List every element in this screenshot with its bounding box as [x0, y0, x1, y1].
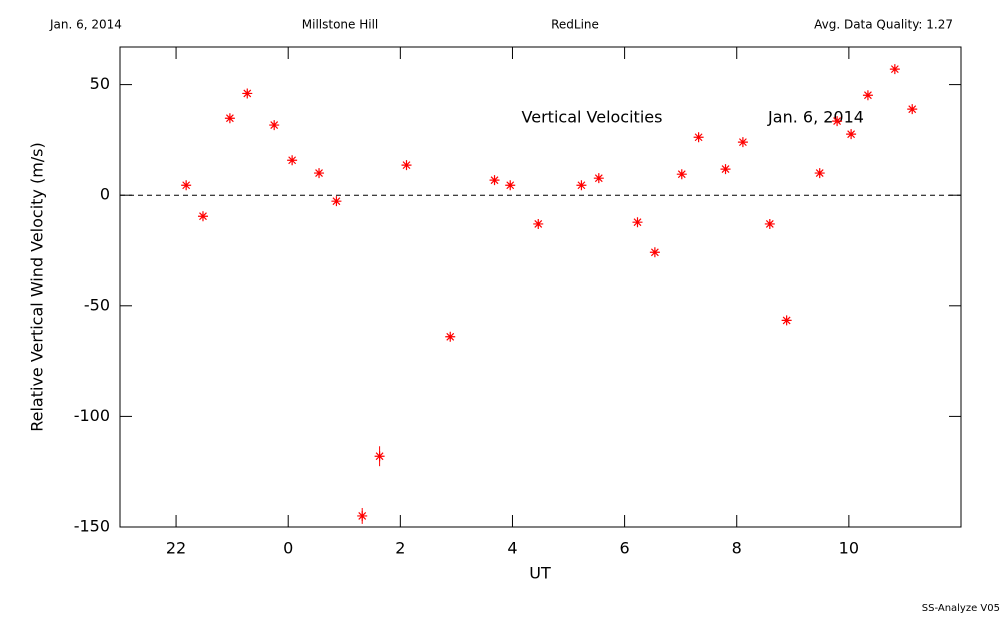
annotation: Jan. 6, 2014 — [767, 108, 864, 127]
data-point — [357, 510, 368, 521]
data-point — [269, 120, 280, 131]
data-point — [242, 88, 253, 99]
data-point — [576, 180, 587, 191]
data-point — [832, 116, 843, 127]
y-tick-label: -150 — [74, 517, 110, 536]
data-point — [781, 315, 792, 326]
header-quality: Avg. Data Quality: 1.27 — [814, 18, 953, 32]
data-point — [889, 64, 900, 75]
data-point — [181, 180, 192, 191]
x-tick-label: 22 — [166, 539, 186, 558]
plot-frame — [119, 46, 962, 528]
x-tick-label: 8 — [732, 539, 742, 558]
y-tick-label: 50 — [90, 74, 110, 93]
header-date: Jan. 6, 2014 — [49, 18, 122, 32]
data-point — [814, 168, 825, 179]
y-tick-label: 0 — [100, 185, 110, 204]
data-point — [224, 113, 235, 124]
x-tick-label: 2 — [395, 539, 405, 558]
header-site: Millstone Hill — [302, 18, 378, 32]
data-point — [907, 104, 918, 115]
data-point — [693, 132, 704, 143]
data-point — [331, 196, 342, 207]
data-point — [533, 218, 544, 229]
data-point — [197, 211, 208, 222]
data-point — [720, 164, 731, 175]
y-axis-label: Relative Vertical Wind Velocity (m/s) — [28, 142, 47, 432]
data-point — [632, 217, 643, 228]
data-point — [505, 180, 516, 191]
data-point — [314, 168, 325, 179]
footer: SS-Analyze V05 — [922, 603, 1000, 614]
data-point — [489, 175, 500, 186]
data-point — [445, 331, 456, 342]
y-tick-label: -50 — [84, 295, 110, 314]
data-point — [593, 173, 604, 184]
x-tick-label: 6 — [620, 539, 630, 558]
data-point — [737, 137, 748, 148]
data-point — [764, 218, 775, 229]
annotation: Vertical Velocities — [522, 108, 663, 127]
x-tick-label: 4 — [507, 539, 517, 558]
data-point — [374, 451, 385, 462]
y-tick-label: -100 — [74, 406, 110, 425]
data-point — [287, 155, 298, 166]
data-point — [649, 247, 660, 258]
data-point — [846, 129, 857, 140]
x-axis-label: UT — [529, 564, 551, 583]
data-point — [401, 160, 412, 171]
x-tick-label: 0 — [283, 539, 293, 558]
header-line: RedLine — [551, 18, 599, 32]
data-point — [676, 169, 687, 180]
data-point — [862, 90, 873, 101]
x-tick-label: 10 — [839, 539, 859, 558]
